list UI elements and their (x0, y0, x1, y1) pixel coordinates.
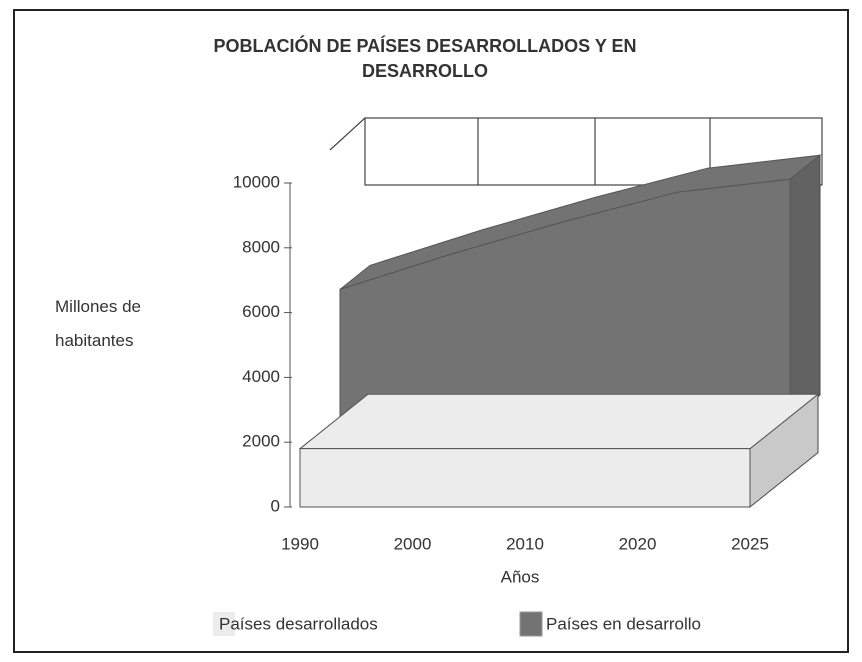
legend-swatch (213, 612, 235, 636)
frame (13, 9, 849, 653)
plot (298, 154, 822, 509)
x-axis-title: Años (501, 567, 540, 586)
y-tick-label: 4000 (242, 367, 280, 386)
x-tick-label: 2010 (506, 534, 544, 553)
area-side (789, 154, 821, 421)
legend-label: Países desarrollados (219, 614, 378, 633)
legend-label: Países en desarrollo (546, 614, 701, 633)
legend-swatch (519, 611, 543, 637)
x-tick-label: 2025 (731, 534, 769, 553)
area (299, 448, 751, 508)
x-tick-label: 2020 (619, 534, 657, 553)
y-tick-label: 0 (271, 496, 280, 515)
chart-title: POBLACIÓN DE PAÍSES DESARROLLADOS Y EN D… (213, 36, 637, 81)
x-tick-label: 1990 (281, 534, 319, 553)
y-axis-title: Millones de habitantes (55, 297, 141, 350)
y-tick-label: 2000 (242, 432, 280, 451)
y-tick-label: 6000 (242, 302, 280, 321)
x-tick-label: 2000 (394, 534, 432, 553)
y-tick-label: 10000 (233, 172, 280, 191)
y-tick-label: 8000 (242, 237, 280, 256)
area-top (298, 393, 820, 450)
area (339, 178, 791, 420)
